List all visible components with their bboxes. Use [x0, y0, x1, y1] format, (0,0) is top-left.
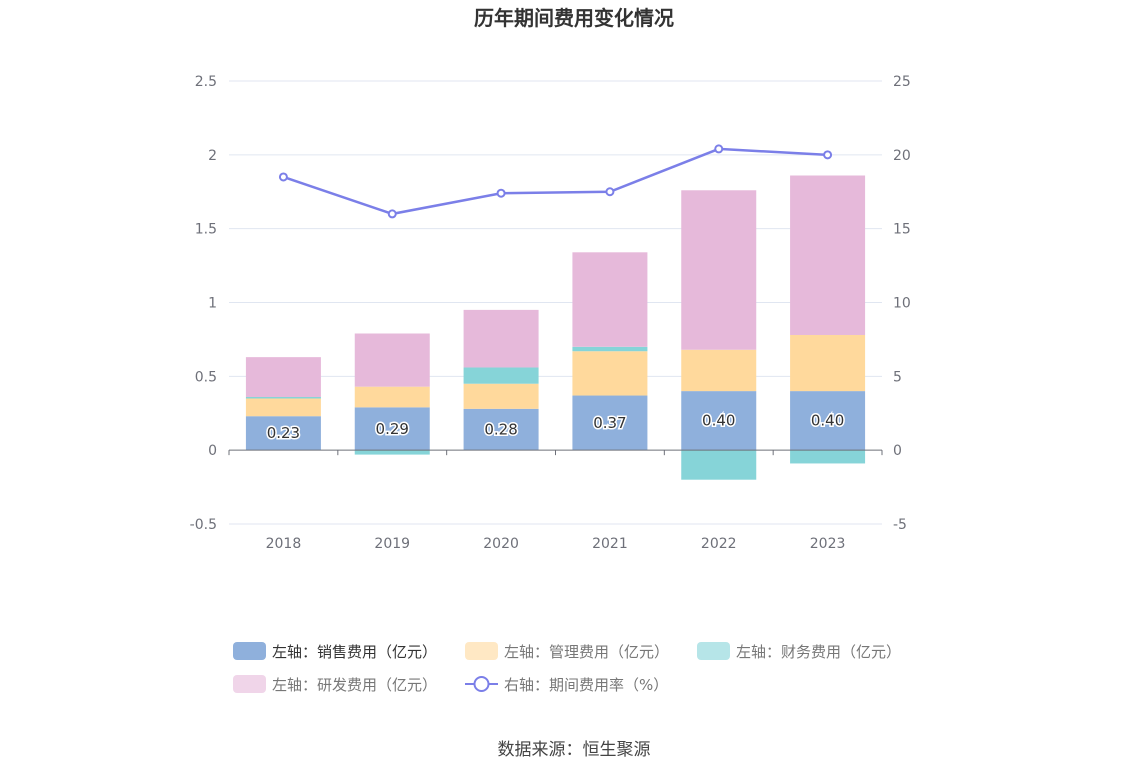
legend-marker-icon [473, 676, 490, 692]
line-point-2022 [714, 144, 724, 154]
bar-1-2022 [681, 391, 757, 451]
legend-swatch [233, 642, 266, 660]
bar-data-label: 0.28 [484, 420, 517, 438]
bar-3-2019 [354, 450, 430, 455]
right-axis-tick-label: -5 [893, 517, 907, 533]
legend-swatch [465, 642, 498, 660]
source-note: 数据来源：恒生聚源 [498, 740, 651, 760]
left-axis-tick-label: 2 [208, 148, 217, 164]
line-point-2020 [496, 188, 506, 198]
right-axis-tick-label: 0 [893, 443, 902, 459]
right-axis-tick-label: 5 [893, 369, 902, 385]
left-axis-tick-label: -0.5 [190, 517, 217, 533]
bar-4-2021 [572, 252, 648, 347]
legend-label: 左轴：财务费用（亿元） [736, 643, 901, 661]
bar-1-2020 [463, 408, 539, 451]
left-axis-tick-label: 0.5 [195, 369, 217, 385]
bar-1-2019 [354, 407, 430, 451]
left-axis-tick-label: 0 [208, 443, 217, 459]
axes: 2.5 2 1.5 1 0.5 0 -0.5 25 20 15 10 5 0 -5 2018 2019 2020… [190, 74, 911, 552]
bar-3-2021 [572, 346, 648, 352]
bar-data-label: 0.40 [702, 412, 735, 430]
line-series [278, 144, 833, 219]
line-point-2019 [387, 209, 397, 219]
grid-lines [229, 80, 882, 525]
legend-item: 左轴：管理费用（亿元） [465, 642, 669, 661]
x-axis-tick-label: 2019 [374, 536, 410, 552]
bar-3-2023 [790, 450, 866, 464]
bar-2-2018 [245, 398, 321, 417]
legend-label: 左轴：销售费用（亿元） [272, 643, 437, 661]
left-axis-tick-label: 1.5 [195, 222, 217, 238]
x-axis-tick-label: 2023 [810, 536, 846, 552]
legend-item: 右轴：期间费用率（%） [465, 676, 668, 694]
right-axis-tick-label: 25 [893, 74, 911, 90]
bar-1-2023 [790, 391, 866, 451]
line-point-2018 [278, 172, 288, 182]
bar-series [245, 175, 866, 480]
bar-3-2020 [463, 367, 539, 384]
x-axis-tick-label: 2018 [266, 536, 302, 552]
legend-label: 左轴：研发费用（亿元） [272, 676, 437, 694]
bar-3-2018 [245, 397, 321, 399]
line-point-2023 [823, 150, 833, 160]
chart-title: 历年期间费用变化情况 [474, 6, 674, 30]
bar-data-label: 0.37 [593, 414, 626, 432]
x-axis-tick-label: 2021 [592, 536, 628, 552]
x-axis-tick-label: 2022 [701, 536, 737, 552]
bar-2-2021 [572, 351, 648, 396]
bar-4-2018 [245, 357, 321, 398]
x-axis-tick-label: 2020 [483, 536, 519, 552]
line-point-2021 [605, 187, 615, 197]
bar-3-2022 [681, 450, 757, 480]
bar-4-2019 [354, 333, 430, 387]
line-path [283, 147, 828, 216]
bar-2-2022 [681, 349, 757, 392]
right-axis-tick-label: 10 [893, 296, 911, 312]
bar-1-2018 [245, 416, 321, 451]
bar-data-label: 0.29 [376, 420, 409, 438]
bar-4-2023 [790, 175, 866, 335]
legend: 左轴：销售费用（亿元） 左轴：管理费用（亿元） 左轴：财务费用（亿元） 左轴：研发费用… [233, 642, 901, 694]
right-axis-tick-label: 15 [893, 222, 911, 238]
bar-2-2019 [354, 386, 430, 408]
right-axis-tick-label: 20 [893, 148, 911, 164]
bar-data-label: 0.40 [811, 412, 844, 430]
legend-item: 左轴：财务费用（亿元） [697, 642, 901, 661]
legend-item: 左轴：研发费用（亿元） [233, 675, 437, 694]
bar-4-2022 [681, 190, 757, 350]
bar-2-2023 [790, 334, 866, 392]
legend-swatch [233, 675, 266, 693]
bar-2-2020 [463, 383, 539, 409]
bar-1-2021 [572, 395, 648, 451]
legend-label: 左轴：管理费用（亿元） [504, 643, 669, 661]
bar-data-labels: 0.23 0.29 0.28 0.37 0.40 0.40 [265, 410, 846, 444]
bar-4-2020 [463, 309, 539, 368]
legend-label: 右轴：期间费用率（%） [504, 676, 668, 694]
legend-item: 左轴：销售费用（亿元） [233, 642, 437, 661]
left-axis-tick-label: 2.5 [195, 74, 217, 90]
bar-data-label: 0.23 [267, 424, 300, 442]
left-axis-tick-label: 1 [208, 296, 217, 312]
legend-swatch [697, 642, 730, 660]
